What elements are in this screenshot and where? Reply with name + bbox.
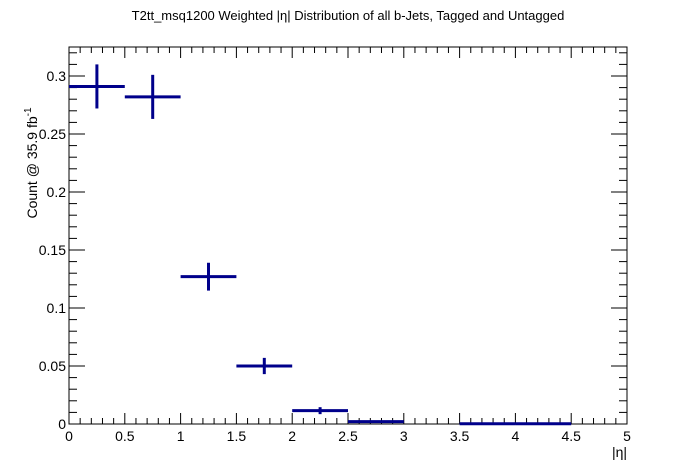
y-axis-tick-labels: 0 0.05 0.1 0.15 0.2 0.25 0.3 xyxy=(39,68,66,432)
y-tick-label: 0.05 xyxy=(39,358,66,374)
y-axis-title: Count @ 35.9 fb-1 xyxy=(23,107,40,219)
data-point xyxy=(236,357,293,375)
x-tick-label: 4 xyxy=(512,428,520,444)
x-tick-label: 2.5 xyxy=(338,428,358,444)
data-point xyxy=(348,420,404,424)
x-tick-label: 3 xyxy=(400,428,408,444)
x-tick-label: 1.5 xyxy=(227,428,247,444)
y-axis-label: Count @ 35.9 fb-1 xyxy=(23,107,40,219)
y-tick-label: 0 xyxy=(58,416,66,432)
x-tick-label: 0 xyxy=(65,428,73,444)
data-point xyxy=(124,74,181,119)
x-tick-label: 0.5 xyxy=(115,428,135,444)
data-points xyxy=(69,64,572,426)
data-point xyxy=(69,64,125,109)
x-axis-tick-labels: 0 0.5 1 1.5 2 2.5 3 3.5 4 4.5 5 xyxy=(65,428,631,444)
x-tick-label: 3.5 xyxy=(450,428,470,444)
data-point xyxy=(292,407,348,415)
x-tick-label: 1 xyxy=(177,428,185,444)
x-tick-label: 5 xyxy=(623,428,631,444)
y-tick-label: 0.1 xyxy=(47,300,67,316)
data-point xyxy=(180,262,237,291)
y-tick-label: 0.2 xyxy=(47,184,67,200)
x-tick-label: 4.5 xyxy=(561,428,581,444)
y-tick-label: 0.15 xyxy=(39,242,66,258)
x-tick-label: 2 xyxy=(288,428,296,444)
chart-title: T2tt_msq1200 Weighted |η| Distribution o… xyxy=(132,8,565,23)
y-tick-label: 0.25 xyxy=(39,126,66,142)
y-axis-label-main: Count @ 35.9 fb xyxy=(24,116,40,218)
x-axis-label: |η| xyxy=(612,444,627,460)
y-axis-label-superscript: -1 xyxy=(23,107,34,116)
y-axis-ticks xyxy=(69,52,627,425)
y-tick-label: 0.3 xyxy=(47,68,67,84)
